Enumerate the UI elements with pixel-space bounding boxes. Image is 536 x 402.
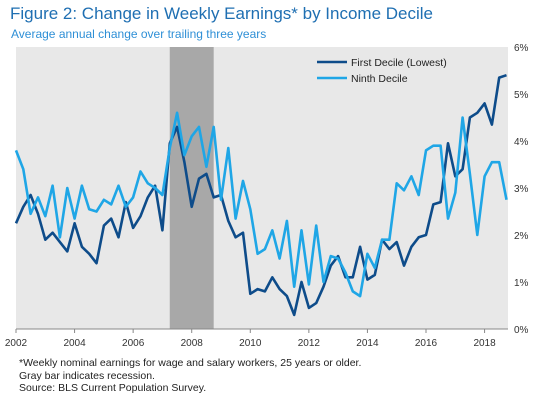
footnote: *Weekly nominal earnings for wage and sa… <box>19 357 362 369</box>
series-line-ninth-decile <box>14 111 508 298</box>
y-tick-label: 2% <box>514 231 529 242</box>
x-tick-label: 2004 <box>63 338 86 349</box>
source-note: Source: BLS Current Population Survey. <box>19 382 207 394</box>
x-tick-label: 2012 <box>298 338 321 349</box>
x-tick-label: 2016 <box>415 338 438 349</box>
y-tick-label: 0% <box>514 325 529 336</box>
legend-label-ninth-decile: Ninth Decile <box>351 73 408 85</box>
x-axis-ticks: 2002 2004 2006 2008 2010 2012 2014 2016 2018 <box>5 329 496 349</box>
y-tick-label: 4% <box>514 137 529 148</box>
chart-title: Figure 2: Change in Weekly Earnings* by … <box>10 4 434 23</box>
y-axis-ticks: 0% 1% 2% 3% 4% 5% 6% <box>514 43 529 336</box>
x-tick-label: 2014 <box>356 338 379 349</box>
y-tick-label: 5% <box>514 90 529 101</box>
y-tick-label: 1% <box>514 278 529 289</box>
y-tick-label: 6% <box>514 43 529 54</box>
x-tick-label: 2018 <box>473 338 496 349</box>
series-line-first-decile <box>14 73 507 317</box>
chart-notes: *Weekly nominal earnings for wage and sa… <box>19 357 361 395</box>
y-tick-label: 3% <box>514 184 529 195</box>
recession-note: Gray bar indicates recession. <box>19 369 155 382</box>
legend: First Decile (Lowest) Ninth Decile <box>317 57 447 85</box>
recession-bar <box>169 47 214 329</box>
x-tick-label: 2006 <box>122 338 145 349</box>
plot-area <box>16 47 508 329</box>
legend-label-first-decile: First Decile (Lowest) <box>351 57 447 69</box>
x-tick-label: 2010 <box>239 338 262 349</box>
x-tick-label: 2008 <box>181 338 204 349</box>
x-tick-label: 2002 <box>5 338 28 349</box>
series-lines <box>14 73 508 317</box>
chart-subtitle: Average annual change over trailing thre… <box>11 27 267 41</box>
